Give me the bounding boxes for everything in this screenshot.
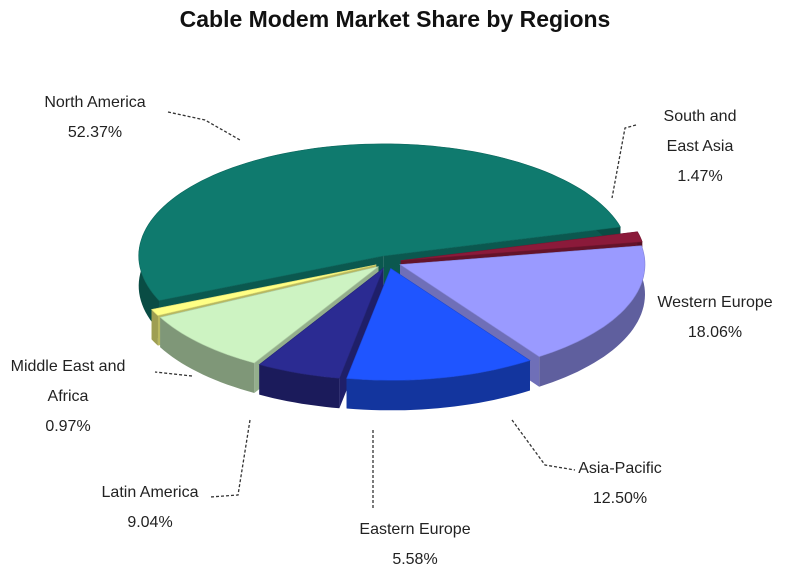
slice [346, 267, 531, 381]
category-label: Latin America [101, 484, 199, 501]
slice-label: North America 52.37% [35, 88, 155, 148]
category-label: Asia-Pacific [578, 460, 662, 477]
slice [258, 267, 385, 379]
slice-label: South and East Asia 1.47% [653, 102, 748, 192]
slice-wall [539, 245, 645, 387]
value-label: 52.37% [67, 124, 123, 141]
chart-title: Cable Modem Market Share by Regions [179, 6, 611, 32]
category-label: Western Europe [657, 294, 773, 311]
slice-wall [346, 360, 530, 411]
value-label: 18.06% [687, 324, 743, 341]
slice [400, 231, 643, 261]
value-label: 12.50% [592, 490, 648, 507]
category-label: North America [44, 94, 146, 111]
pie [138, 143, 646, 411]
value-label: 1.47% [677, 168, 723, 185]
slice-wall [259, 364, 340, 409]
slice [151, 264, 377, 316]
category-label: Middle East and Africa [10, 358, 126, 405]
slice-wall [160, 317, 255, 393]
category-label: South and East Asia [663, 108, 737, 155]
slice-label: Latin America 9.04% [75, 478, 225, 538]
slice-wall [151, 309, 158, 346]
value-label: 9.04% [127, 514, 173, 531]
slice [159, 266, 379, 364]
slice [138, 143, 621, 301]
value-label: 0.97% [45, 418, 91, 435]
value-label: 5.58% [392, 551, 438, 568]
slice [399, 245, 646, 358]
slice-label: Eastern Europe 5.58% [340, 515, 490, 569]
category-label: Eastern Europe [359, 521, 471, 538]
leader-lines [154, 111, 637, 510]
slice-label: Asia-Pacific 12.50% [545, 454, 695, 514]
slice-label: Western Europe 18.06% [640, 288, 790, 348]
slice-label: Middle East and Africa 0.97% [3, 352, 133, 442]
